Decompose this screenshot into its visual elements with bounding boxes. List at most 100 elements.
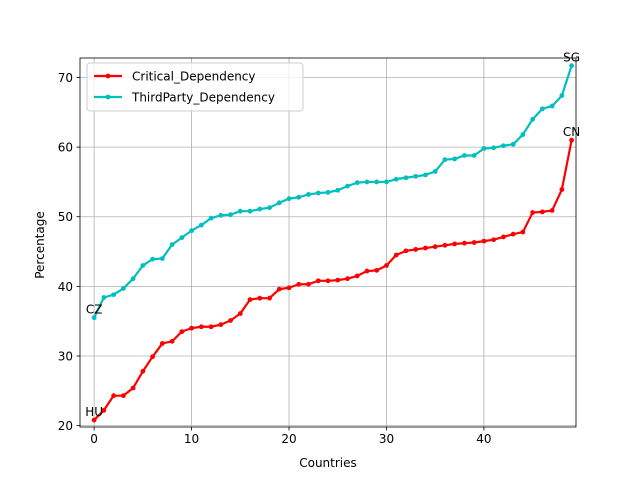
x-tick-label: 20 <box>281 432 296 446</box>
data-point <box>481 146 487 151</box>
data-point <box>413 173 419 179</box>
data-point <box>335 187 341 193</box>
data-point <box>237 311 243 316</box>
legend: Critical_Dependency ThirdParty_Dependency <box>86 62 304 112</box>
data-point <box>501 234 506 240</box>
data-point <box>150 354 155 360</box>
data-point <box>559 187 565 192</box>
data-point <box>91 315 97 321</box>
data-point <box>569 137 575 143</box>
data-point <box>169 338 175 344</box>
data-point <box>432 169 438 174</box>
y-tick-label: 20 <box>58 419 73 433</box>
data-point <box>364 179 370 185</box>
x-tick-label: 10 <box>184 432 199 446</box>
data-point <box>228 212 233 218</box>
data-point <box>208 324 214 330</box>
data-point <box>130 385 136 391</box>
data-point <box>423 172 428 178</box>
data-point <box>354 180 360 186</box>
data-point <box>530 210 536 215</box>
data-point <box>267 205 272 211</box>
data-point <box>452 241 458 247</box>
data-point <box>257 206 263 212</box>
data-point <box>101 407 107 413</box>
legend-label: Critical_Dependency <box>132 70 256 84</box>
data-point <box>315 190 321 196</box>
data-point <box>101 295 107 300</box>
data-point <box>354 273 360 279</box>
data-point <box>150 256 155 262</box>
y-axis-label: Percentage <box>33 211 47 279</box>
point-annotation: CZ <box>86 303 103 317</box>
data-point <box>179 235 185 241</box>
data-point <box>120 393 126 399</box>
data-point <box>462 153 467 158</box>
data-point <box>374 267 380 273</box>
data-point <box>520 132 526 137</box>
x-axis-label: Countries <box>299 456 357 470</box>
data-point <box>569 63 575 69</box>
data-point <box>471 153 477 158</box>
tick-layer: 0 10 20 30 40 20 30 40 50 60 70 <box>58 71 492 446</box>
legend-label: ThirdParty_Dependency <box>131 91 275 105</box>
data-point <box>325 189 331 195</box>
data-point <box>306 281 311 287</box>
data-point <box>306 192 311 197</box>
data-point <box>208 215 214 221</box>
legend-marker <box>105 94 111 100</box>
data-point <box>91 417 97 423</box>
data-point <box>462 240 467 246</box>
data-point <box>491 145 497 151</box>
data-point <box>471 240 477 245</box>
data-point <box>393 176 399 182</box>
data-point <box>442 242 448 248</box>
data-point <box>218 322 224 328</box>
legend-box <box>86 62 304 112</box>
data-point <box>549 103 555 109</box>
data-point <box>539 209 545 215</box>
data-point <box>228 318 233 323</box>
data-point <box>432 244 438 250</box>
data-point <box>364 268 370 274</box>
data-point <box>120 286 126 291</box>
data-point <box>130 276 136 282</box>
data-point <box>276 286 282 292</box>
data-point <box>140 263 146 268</box>
data-point <box>539 106 545 112</box>
data-point <box>276 200 282 206</box>
data-point <box>374 179 380 185</box>
data-point <box>159 256 165 261</box>
data-point <box>530 116 536 122</box>
data-point <box>335 277 341 283</box>
data-point <box>510 141 516 147</box>
data-point <box>179 329 185 335</box>
data-point <box>559 93 565 98</box>
data-point <box>325 278 331 284</box>
data-point <box>267 295 272 301</box>
data-point <box>501 143 506 149</box>
series-layer <box>91 63 575 423</box>
data-point <box>169 242 175 247</box>
data-point <box>452 156 458 162</box>
data-point <box>189 228 194 234</box>
legend-marker <box>105 73 111 79</box>
x-tick-label: 0 <box>90 432 98 446</box>
data-point <box>491 237 497 243</box>
data-point <box>393 252 399 258</box>
data-point <box>198 222 204 228</box>
data-point <box>247 297 253 302</box>
data-point <box>247 208 253 214</box>
data-point <box>296 281 302 287</box>
data-point <box>237 208 243 214</box>
data-point <box>520 229 526 235</box>
data-point <box>296 194 302 200</box>
data-point <box>423 245 428 251</box>
data-point <box>257 295 263 301</box>
data-point <box>111 292 117 298</box>
point-annotation: CN <box>563 125 580 139</box>
data-point <box>403 248 409 254</box>
data-point <box>510 231 516 237</box>
y-tick-label: 70 <box>58 71 73 85</box>
